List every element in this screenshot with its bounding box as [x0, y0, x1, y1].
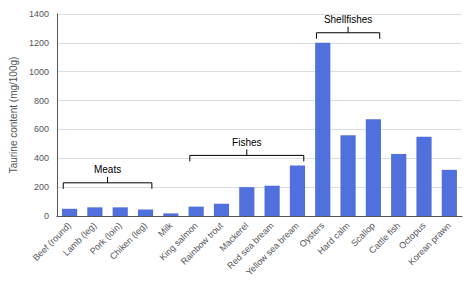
svg-text:400: 400: [34, 153, 49, 163]
svg-text:600: 600: [34, 124, 49, 134]
svg-text:Meats: Meats: [94, 164, 121, 175]
svg-text:Scallop: Scallop: [349, 220, 377, 249]
svg-text:Cattle fish: Cattle fish: [367, 220, 402, 255]
svg-text:Yellow sea bream: Yellow sea bream: [244, 220, 301, 277]
svg-text:Fishes: Fishes: [232, 137, 261, 148]
svg-text:Milk: Milk: [156, 220, 175, 239]
svg-text:1000: 1000: [29, 67, 49, 77]
svg-text:Korean prawn: Korean prawn: [406, 220, 453, 267]
svg-text:1400: 1400: [29, 9, 49, 19]
svg-text:Lamb (leg): Lamb (leg): [61, 220, 99, 258]
svg-text:1200: 1200: [29, 38, 49, 48]
svg-text:Chiken (leg): Chiken (leg): [108, 220, 149, 261]
svg-text:Hard calm: Hard calm: [316, 220, 352, 256]
svg-text:Beef (round): Beef (round): [30, 220, 74, 263]
svg-text:200: 200: [34, 182, 49, 192]
svg-text:Mackerel: Mackerel: [217, 220, 251, 254]
svg-text:Octopus: Octopus: [396, 220, 428, 252]
svg-text:800: 800: [34, 96, 49, 106]
svg-text:Pork (loin): Pork (loin): [87, 220, 124, 257]
svg-text:Rainbow trout: Rainbow trout: [179, 220, 226, 267]
svg-text:King salmon: King salmon: [157, 220, 200, 263]
svg-text:Red sea bream: Red sea bream: [225, 220, 276, 271]
svg-text:Shellfishes: Shellfishes: [324, 14, 372, 25]
svg-text:Taurine content (mg/100g): Taurine content (mg/100g): [8, 57, 19, 174]
svg-text:Oysters: Oysters: [297, 220, 327, 250]
svg-text:0: 0: [44, 211, 49, 221]
